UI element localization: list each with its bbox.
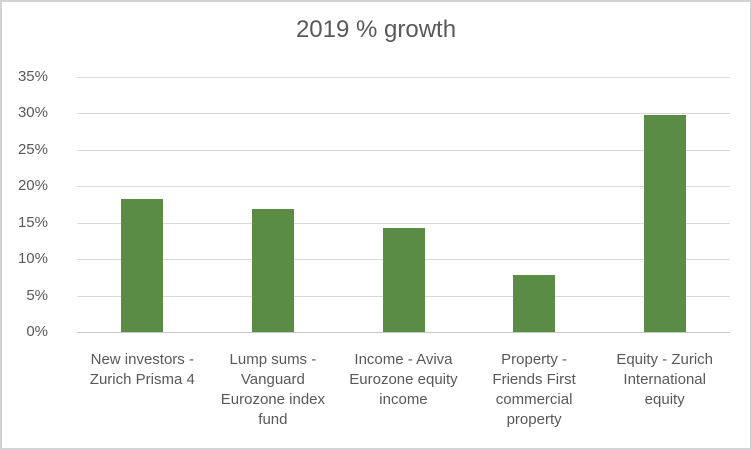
x-axis-category-label: Equity - Zurich International equity: [616, 351, 714, 408]
y-axis-tick-label: 35%: [17, 68, 48, 85]
x-axis-category-label: Property - Friends First commercial prop…: [492, 351, 576, 428]
y-axis-tick-label: 15%: [17, 213, 48, 231]
x-axis-line: [77, 332, 730, 333]
bar-5: [643, 114, 686, 332]
gridline: [77, 113, 730, 115]
x-axis-category-label: Income - Aviva Eurozone equity income: [349, 351, 458, 408]
x-axis-category-label: Lump sums - Vanguard Eurozone index fund: [220, 351, 326, 428]
bar-1: [121, 198, 164, 332]
gridline: [77, 222, 730, 224]
gridline: [77, 186, 730, 188]
y-axis-tick-label: 5%: [26, 286, 48, 304]
x-axis-category-label: New investors - Zurich Prisma 4: [89, 351, 195, 388]
plot-area: [77, 77, 730, 333]
y-axis-tick-label: 30%: [17, 104, 48, 122]
y-axis-tick-label: 25%: [17, 140, 48, 158]
bar-2: [251, 208, 294, 332]
y-axis-tick-label: 0%: [26, 323, 48, 340]
y-axis-tick-label: 10%: [17, 250, 48, 268]
gridline: [77, 149, 730, 151]
bar-4: [513, 275, 556, 332]
gridline: [77, 77, 730, 78]
bar-3: [382, 227, 425, 332]
chart-title: 2019 % growth: [295, 16, 457, 43]
y-axis-tick-label: 20%: [17, 177, 48, 195]
